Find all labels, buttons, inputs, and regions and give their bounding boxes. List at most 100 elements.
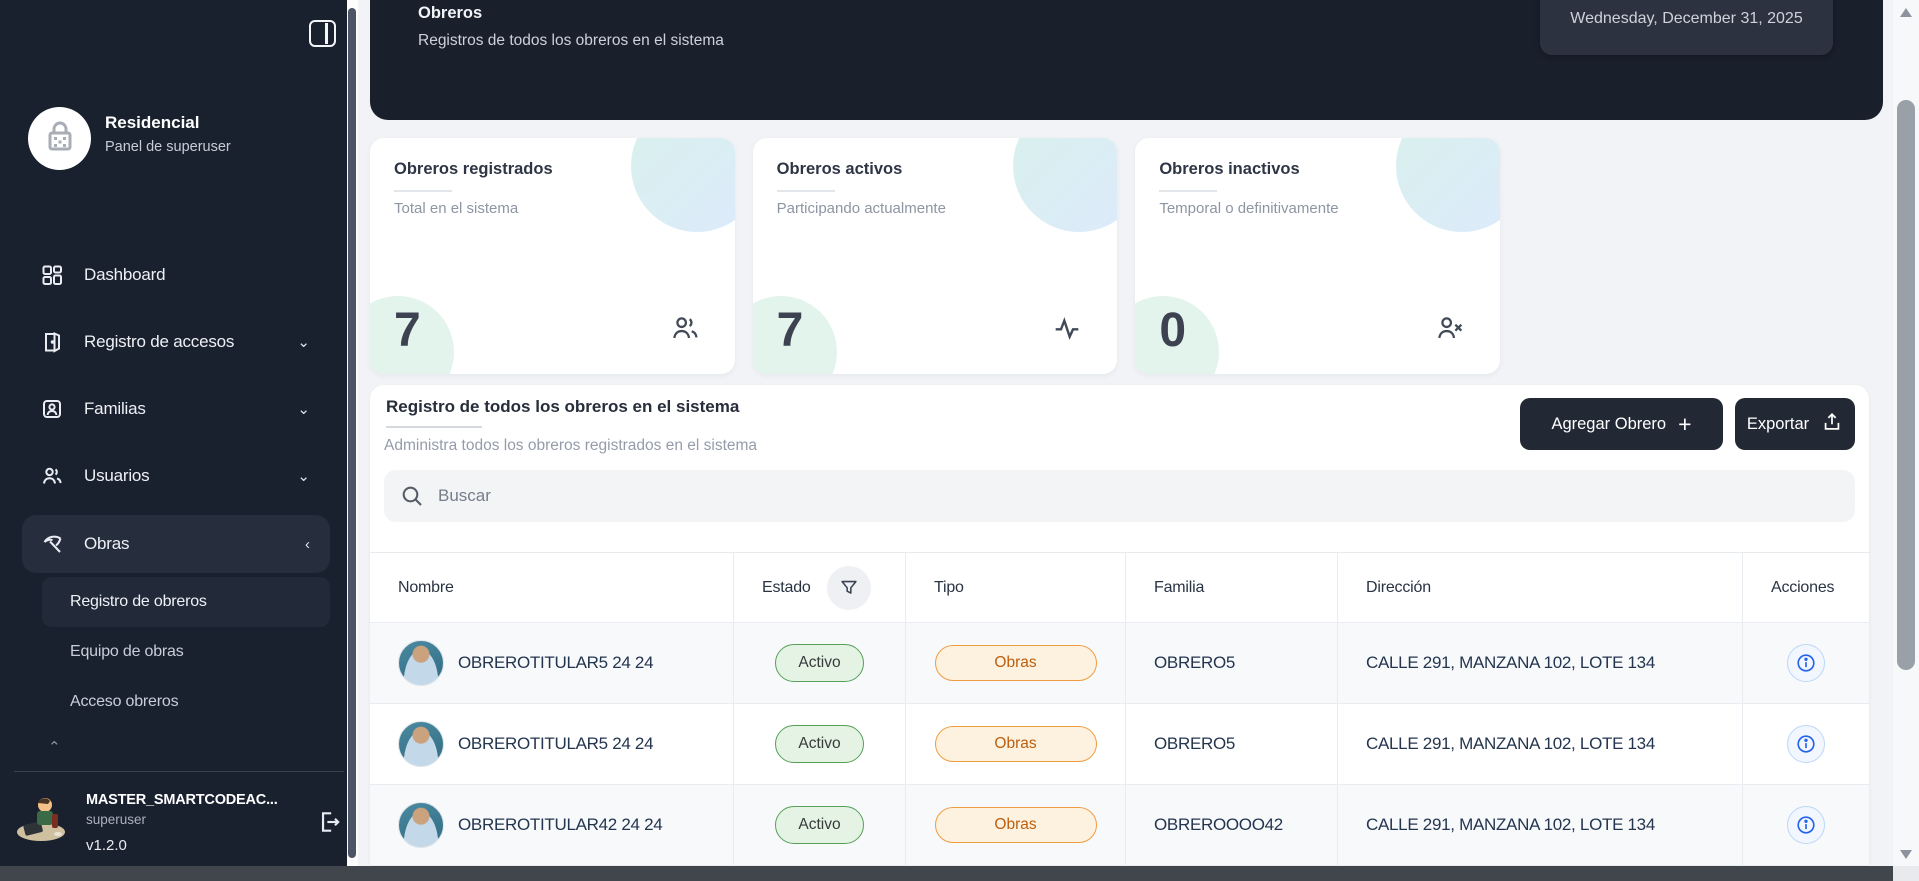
info-button[interactable] [1787, 644, 1825, 682]
dashboard-icon [40, 263, 64, 287]
worker-avatar [398, 802, 444, 848]
worker-family: OBREROOOO42 [1154, 815, 1283, 834]
workers-table: Nombre Estado Tipo Familia Dirección Acc… [370, 552, 1869, 866]
stat-title: Obreros activos [776, 160, 903, 178]
lock-qr-icon [42, 118, 78, 159]
chevron-down-icon: ⌄ [297, 401, 310, 418]
info-button[interactable] [1787, 806, 1825, 844]
sidebar-collapse-icon[interactable] [309, 20, 336, 47]
sidebar-item-usuarios[interactable]: Usuarios ⌄ [22, 447, 330, 505]
worker-address: CALLE 291, MANZANA 102, LOTE 134 [1366, 653, 1655, 672]
user-name: MASTER_SMARTCODEAC... [86, 792, 278, 808]
stat-card-inactivos: Obreros inactivos Temporal o definitivam… [1135, 138, 1500, 374]
card-decoration-circle [1013, 138, 1118, 232]
column-header-nombre: Nombre [398, 578, 454, 596]
worker-name: OBREROTITULAR5 24 24 [458, 734, 654, 753]
submenu-item-equipo-obras[interactable]: Equipo de obras [42, 632, 330, 672]
chevron-left-icon: ‹ [305, 535, 310, 553]
section-title: Registro de todos los obreros en el sist… [386, 397, 740, 416]
worker-avatar [398, 721, 444, 767]
info-button[interactable] [1787, 725, 1825, 763]
clock-date: Wednesday, December 31, 2025 [1570, 10, 1803, 27]
scroll-hint-caret-icon: ⌃ [48, 739, 61, 756]
submenu-item-label: Acceso obreros [70, 693, 179, 710]
app-logo [28, 107, 91, 170]
sidebar-item-obras[interactable]: Obras ‹ [22, 515, 330, 573]
user-avatar [14, 790, 70, 846]
worker-family: OBRERO5 [1154, 653, 1236, 672]
page-header: Obreros Registros de todos los obreros e… [370, 0, 1883, 120]
sidebar-item-familias[interactable]: Familias ⌄ [22, 380, 330, 438]
pickaxe-icon [40, 532, 64, 556]
scroll-up-arrow-icon[interactable] [1900, 8, 1912, 17]
filter-button[interactable] [826, 565, 871, 610]
funnel-icon [840, 580, 857, 594]
worker-family: OBRERO5 [1154, 734, 1236, 753]
export-button[interactable]: Exportar [1735, 398, 1855, 450]
stat-card-registrados: Obreros registrados Total en el sistema … [370, 138, 735, 374]
stat-subtitle: Participando actualmente [776, 200, 946, 217]
worker-name: OBREROTITULAR42 24 24 [458, 815, 663, 834]
table-row: OBREROTITULAR5 24 24 Activo Obras OBRERO… [370, 704, 1869, 785]
table-row: OBREROTITULAR5 24 24 Activo Obras OBRERO… [370, 623, 1869, 704]
plus-icon: + [1678, 411, 1692, 437]
sidebar-scrollbar[interactable] [348, 8, 356, 858]
upload-icon [1821, 411, 1843, 438]
submenu-item-label: Equipo de obras [70, 643, 184, 660]
stat-divider [1159, 190, 1218, 192]
sidebar-item-label: Obras [84, 534, 130, 553]
sidebar-divider [14, 771, 344, 772]
add-worker-label: Agregar Obrero [1551, 414, 1667, 433]
info-icon [1797, 816, 1815, 834]
card-decoration-circle [630, 138, 735, 232]
sidebar-item-label: Registro de accesos [84, 332, 235, 351]
type-badge: Obras [934, 807, 1097, 843]
stat-title: Obreros registrados [394, 160, 553, 178]
stat-divider [394, 190, 452, 192]
user-role: superuser [86, 812, 147, 827]
sidebar-item-label: Dashboard [84, 265, 166, 284]
type-badge: Obras [934, 645, 1097, 681]
users-icon [40, 464, 64, 488]
search-input[interactable] [438, 486, 1855, 506]
sidebar: Residencial Panel de superuser Dashboard… [0, 0, 347, 866]
sidebar-item-registro-accesos[interactable]: Registro de accesos ⌄ [22, 313, 330, 371]
stat-subtitle: Temporal o definitivamente [1159, 200, 1339, 217]
logout-icon[interactable] [316, 809, 342, 835]
info-icon [1797, 654, 1815, 672]
scrollbar-corner [1893, 866, 1919, 881]
worker-address: CALLE 291, MANZANA 102, LOTE 134 [1366, 815, 1655, 834]
stat-subtitle: Total en el sistema [394, 200, 519, 217]
column-header-acciones: Acciones [1771, 578, 1835, 596]
user-x-icon [1434, 312, 1466, 344]
brand-subtitle: Panel de superuser [105, 139, 231, 155]
vertical-scrollbar-thumb[interactable] [1897, 100, 1915, 670]
export-label: Exportar [1746, 414, 1810, 433]
scroll-down-arrow-icon[interactable] [1900, 850, 1912, 859]
search-icon [402, 486, 422, 506]
type-badge: Obras [934, 726, 1097, 762]
section-underline [386, 426, 482, 428]
clock-card: 10:47 AM Wednesday, December 31, 2025 [1540, 0, 1833, 55]
page-subtitle: Registros de todos los obreros en el sis… [418, 32, 724, 49]
door-icon [40, 330, 64, 354]
worker-avatar [398, 640, 444, 686]
users-icon [669, 312, 701, 344]
submenu-item-acceso-obreros[interactable]: Acceso obreros [42, 682, 330, 722]
stat-value: 0 [1159, 304, 1187, 357]
add-worker-button[interactable]: Agregar Obrero + [1520, 398, 1723, 450]
sidebar-item-dashboard[interactable]: Dashboard [22, 246, 330, 304]
submenu-item-registro-obreros[interactable]: Registro de obreros [42, 577, 330, 627]
status-badge: Activo [775, 644, 864, 682]
chevron-down-icon: ⌄ [297, 468, 310, 485]
sidebar-item-label: Usuarios [84, 466, 150, 485]
horizontal-scrollbar[interactable] [0, 866, 1919, 881]
column-header-direccion: Dirección [1366, 578, 1431, 596]
activity-icon [1051, 312, 1083, 344]
stat-value: 7 [394, 304, 421, 357]
stats-row: Obreros registrados Total en el sistema … [370, 138, 1500, 374]
chevron-down-icon: ⌄ [297, 334, 310, 351]
section-subtitle: Administra todos los obreros registrados… [384, 437, 758, 454]
search-bar[interactable] [384, 470, 1855, 522]
column-header-tipo: Tipo [934, 578, 964, 596]
